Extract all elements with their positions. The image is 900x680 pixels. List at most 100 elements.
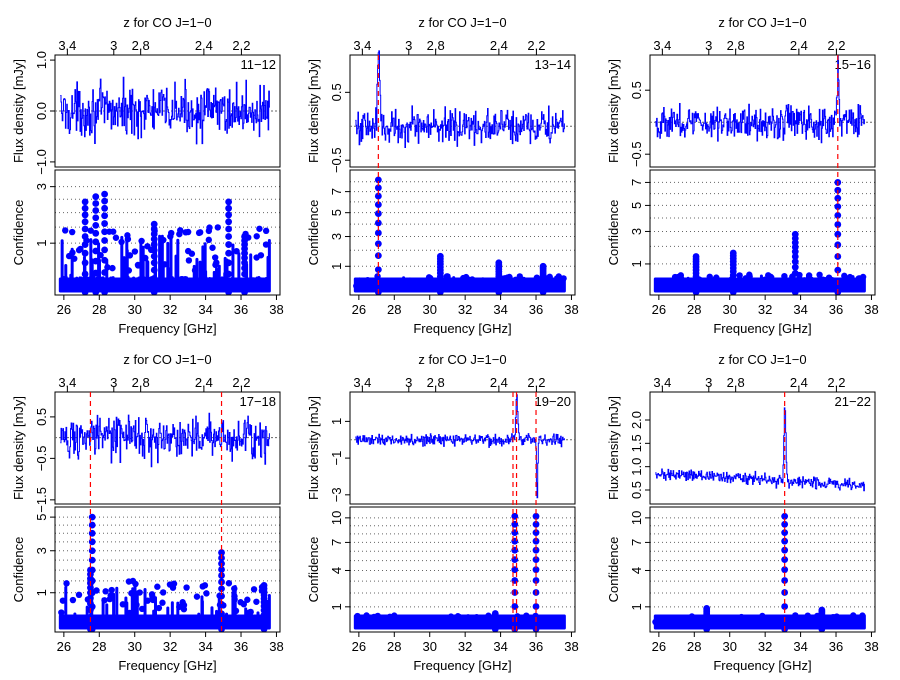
confidence-point [743,616,750,623]
confidence-peak-point [781,537,789,545]
confidence-point [206,224,213,231]
confidence-point [659,616,667,624]
x-tick-label: 28 [92,639,106,654]
confidence-peak-point [781,577,789,584]
confidence-peak-point [101,256,109,264]
confidence-point [155,604,163,612]
confidence-point [802,280,810,287]
x-axis-label: Frequency [GHz] [713,321,811,336]
confidence-peak-point [150,259,158,267]
x-tick-label: 36 [529,302,543,317]
confidence-y-tick-label: 1 [629,260,644,267]
confidence-point [742,277,749,284]
confidence-peak-point [703,605,711,612]
confidence-peak-point [225,233,233,240]
z-tick-label: 2.2 [827,375,845,390]
x-tick-label: 30 [127,639,141,654]
z-tick-label: 3 [110,375,117,390]
confidence-peak-point [81,241,89,248]
confidence-point [62,227,69,234]
z-tick-label: 2.8 [427,375,445,390]
confidence-point [246,609,253,616]
confidence-peak-point [692,253,700,260]
confidence-point [359,618,366,626]
confidence-peak-point [834,221,842,228]
confidence-y-label: Confidence [306,200,321,266]
confidence-point [688,613,696,620]
confidence-point [102,588,109,595]
z-tick-label: 2.4 [195,375,213,390]
confidence-point [705,278,713,285]
confidence-peak-point [834,203,842,211]
confidence-point [543,621,550,628]
x-tick-label: 26 [57,639,71,654]
confidence-peak-point [150,288,158,296]
confidence-point [353,282,360,290]
confidence-point [138,237,145,245]
confidence-point [386,613,394,620]
flux-frame [349,54,576,168]
confidence-peak-point [511,577,519,584]
top-axis-title: z for CO J=1−0 [718,352,806,367]
confidence-peak-point [241,259,248,267]
confidence-point [521,281,528,289]
confidence-y-tick-label: 7 [329,539,344,546]
flux-spectrum-line [355,394,565,499]
confidence-peak-point [374,192,382,200]
confidence-point [160,236,167,244]
confidence-peak-point [781,556,789,564]
confidence-point [177,227,184,234]
confidence-point [825,274,833,281]
z-tick-label: 2.4 [490,375,508,390]
confidence-peak-point [692,288,700,296]
confidence-point [203,590,210,597]
x-tick-label: 36 [234,302,248,317]
x-tick-label: 28 [92,302,106,317]
flux-y-tick-label: −1 [329,451,344,466]
confidence-point [108,586,115,594]
confidence-point [231,585,238,592]
flux-y-label: Flux density [mJy] [606,59,621,163]
confidence-y-tick-label: 1 [34,240,49,247]
confidence-y-tick-label: 4 [629,567,644,574]
confidence-point [253,233,260,240]
confidence-y-tick-label: 10 [329,511,344,525]
confidence-peak-point [225,198,233,206]
panel-tag: 21−22 [834,394,871,409]
confidence-peak-point [88,547,96,555]
confidence-peak-point [511,546,519,554]
confidence-peak-point [791,253,799,260]
confidence-peak-point [781,520,789,528]
flux-panel: −0.5 0.5 Flux density [mJy] 13−14 [306,50,576,173]
flux-y-label: Flux density [mJy] [306,396,321,500]
confidence-peak-point [834,266,842,274]
confidence-peak-point [532,556,540,564]
flux-y-label: Flux density [mJy] [306,59,321,163]
confidence-point [829,613,837,621]
confidence-point [132,580,139,588]
confidence-point [364,276,371,284]
confidence-peak-point [92,207,100,214]
z-tick-label: 2.2 [527,38,545,53]
flux-y-tick-label: 1.0 [629,458,644,476]
confidence-peak-point [218,600,225,608]
confidence-peak-point [532,537,540,545]
x-tick-label: 32 [163,639,177,654]
z-tick-label: 3 [405,375,412,390]
confidence-point [841,272,848,280]
confidence-peak-point [225,225,233,233]
x-tick-label: 34 [198,302,212,317]
confidence-point [555,273,562,280]
confidence-point [781,272,788,280]
confidence-y-tick-label: 5 [329,209,344,216]
confidence-point [706,273,713,281]
confidence-peak-point [791,269,799,277]
confidence-point [551,616,558,623]
x-axis-label: Frequency [GHz] [118,321,216,336]
x-tick-label: 30 [722,302,736,317]
confidence-peak-point [511,589,519,596]
confidence-point [759,612,766,620]
flux-y-tick-label: 1.5 [629,434,644,452]
panel-2: z for CO J=1−0 3.4 3 2.8 2.4 2.2 −0.5 0.5 Flux d… [306,15,579,336]
confidence-peak-point [101,288,109,296]
